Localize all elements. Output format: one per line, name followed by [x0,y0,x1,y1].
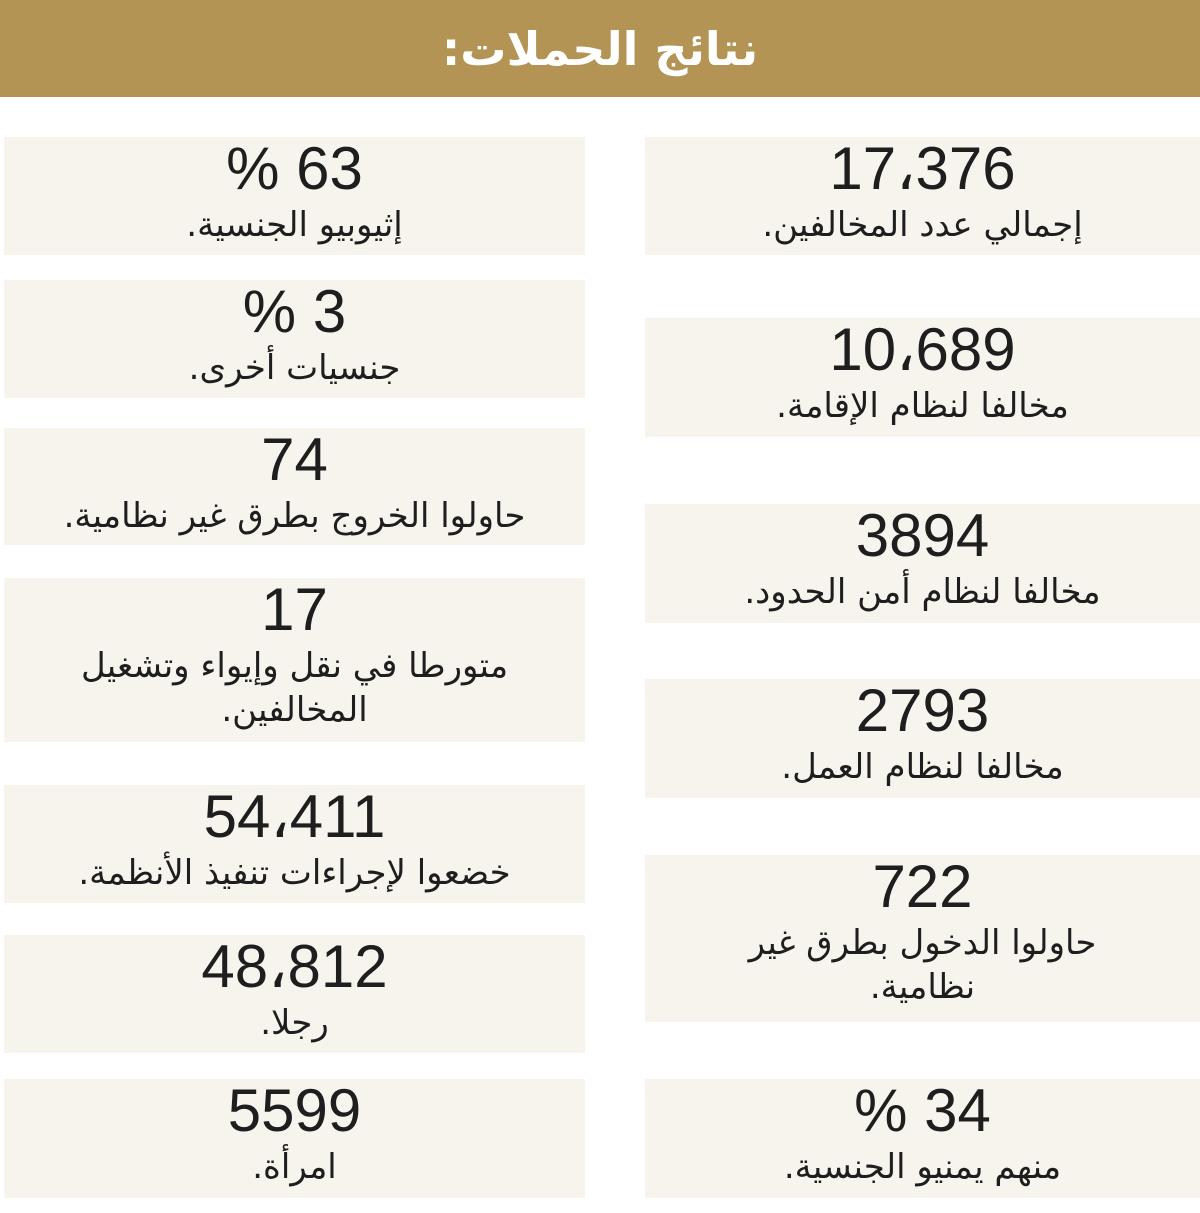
stat-label: حاولوا الدخول بطرق غير نظامية. [748,923,1097,1007]
stat-label: امرأة. [252,1147,337,1187]
stat-label: مخالفا لنظام العمل. [781,747,1064,787]
stat-value: 74 [261,426,328,493]
stat-value: % 3 [242,278,347,345]
stat-total-violators: 17،376 إجمالي عدد المخالفين. [645,137,1200,255]
stat-value: 5599 [227,1077,362,1144]
stat-value: 2793 [855,677,990,744]
stat-value: 10،689 [829,316,1016,383]
stat-value: 17،376 [829,135,1016,202]
stat-value: 48،812 [201,933,388,1000]
stat-label: إجمالي عدد المخالفين. [762,205,1083,245]
stat-yemeni-pct: % 34 منهم يمنيو الجنسية. [645,1079,1200,1198]
stat-women: 5599 امرأة. [4,1079,585,1198]
stat-men: 48،812 رجلا. [4,935,585,1053]
header-banner: نتائج الحملات: [0,0,1200,97]
stat-label: منهم يمنيو الجنسية. [783,1147,1062,1187]
stat-ethiopian-pct: % 63 إثيوبيو الجنسية. [4,137,585,255]
stat-value: 54،411 [203,783,386,850]
stat-value: % 34 [854,1077,991,1144]
stat-value: 3894 [855,502,990,569]
stat-label: خضعوا لإجراءات تنفيذ الأنظمة. [78,853,511,893]
stat-residency-violators: 10،689 مخالفا لنظام الإقامة. [645,318,1200,437]
stat-label: متورطا في نقل وإيواء وتشغيل المخالفين. [80,646,509,730]
stat-labor-violators: 2793 مخالفا لنظام العمل. [645,679,1200,798]
stat-illegal-exit: 74 حاولوا الخروج بطرق غير نظامية. [4,428,585,545]
stat-enforcement-procedures: 54،411 خضعوا لإجراءات تنفيذ الأنظمة. [4,785,585,903]
stat-label: جنسيات أخرى. [188,348,401,388]
stat-value: 17 [261,576,328,643]
page-title: نتائج الحملات: [441,21,759,76]
stat-label: إثيوبيو الجنسية. [186,205,403,245]
stat-label: حاولوا الخروج بطرق غير نظامية. [63,496,526,536]
stat-illegal-entry: 722 حاولوا الدخول بطرق غير نظامية. [645,855,1200,1022]
stat-value: 722 [872,853,973,920]
stat-other-nationalities-pct: % 3 جنسيات أخرى. [4,280,585,398]
stat-label: مخالفا لنظام أمن الحدود. [744,572,1101,612]
stat-value: % 63 [226,135,363,202]
stat-label: رجلا. [260,1003,329,1043]
stat-involved-harboring: 17 متورطا في نقل وإيواء وتشغيل المخالفين… [4,578,585,742]
stat-label: مخالفا لنظام الإقامة. [776,386,1069,426]
stat-border-violators: 3894 مخالفا لنظام أمن الحدود. [645,504,1200,623]
